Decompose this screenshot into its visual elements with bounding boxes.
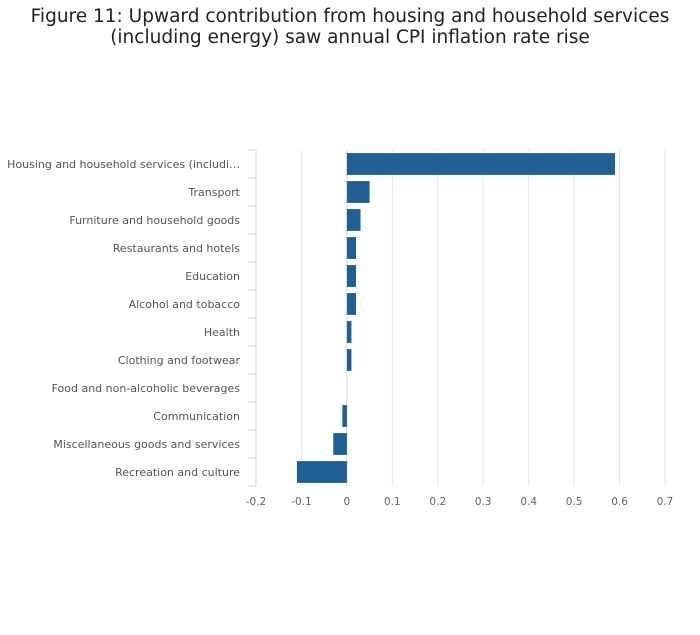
x-tick-label: 0.4 (520, 496, 537, 508)
x-tick-label: 0.5 (566, 496, 583, 508)
chart-title-line-1: Figure 11: Upward contribution from hous… (30, 6, 670, 27)
category-label: Health (204, 326, 240, 339)
bar (296, 461, 347, 483)
x-tick-label: 0.2 (429, 496, 446, 508)
bar (346, 265, 356, 287)
bar (346, 153, 616, 175)
category-label: Restaurants and hotels (113, 242, 240, 255)
category-label: Furniture and household goods (69, 214, 240, 227)
category-label: Communication (153, 410, 240, 423)
category-label: Recreation and culture (115, 466, 240, 479)
x-tick-label: 0.7 (657, 496, 674, 508)
category-label: Education (185, 270, 240, 283)
bar (346, 321, 352, 343)
x-tick-label: -0.1 (291, 496, 312, 508)
category-label: Clothing and footwear (118, 354, 241, 367)
x-tick-label: 0.3 (475, 496, 492, 508)
category-label: Miscellaneous goods and services (53, 438, 240, 451)
category-label: Transport (187, 186, 240, 199)
bar (346, 293, 356, 315)
bar (346, 181, 370, 203)
bar (342, 405, 347, 427)
bar (346, 349, 352, 371)
bar (346, 237, 356, 259)
bar (346, 209, 361, 231)
chart-title-line-2: (including energy) saw annual CPI inflat… (110, 27, 590, 48)
category-label: Housing and household services (includi… (7, 158, 240, 171)
category-label: Alcohol and tobacco (129, 298, 241, 311)
x-tick-label: 0 (344, 496, 351, 508)
chart-title: Figure 11: Upward contribution from hous… (0, 6, 700, 48)
x-tick-label: -0.2 (246, 496, 267, 508)
category-label: Food and non-alcoholic beverages (52, 382, 241, 395)
x-tick-label: 0.6 (611, 496, 628, 508)
bar (333, 433, 347, 455)
x-tick-label: 0.1 (384, 496, 401, 508)
